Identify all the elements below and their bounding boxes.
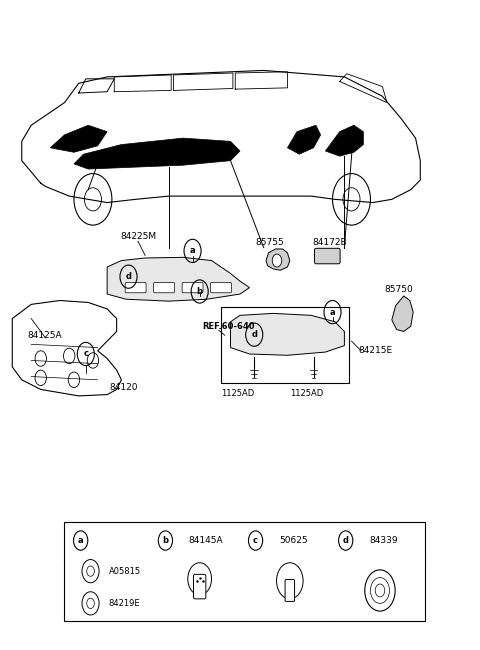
FancyBboxPatch shape [211,283,231,292]
Text: A05815: A05815 [108,567,141,576]
Text: d: d [251,330,257,339]
Text: c: c [84,350,88,359]
Text: 85755: 85755 [255,238,284,247]
Text: b: b [162,536,168,545]
Text: c: c [253,536,258,545]
FancyBboxPatch shape [125,283,146,292]
Polygon shape [266,249,290,270]
Polygon shape [325,125,363,156]
Text: d: d [343,536,348,545]
Text: 1125AD: 1125AD [290,389,323,398]
Text: d: d [125,272,132,281]
FancyBboxPatch shape [193,575,206,599]
Text: 50625: 50625 [279,536,308,545]
Text: 1125AD: 1125AD [221,389,254,398]
Polygon shape [74,138,240,169]
Polygon shape [107,257,250,301]
Text: a: a [190,246,195,255]
Text: 84225M: 84225M [120,231,156,240]
Polygon shape [50,125,107,152]
Text: 84339: 84339 [369,536,398,545]
Text: 84125A: 84125A [27,331,62,340]
Polygon shape [288,125,321,154]
Text: 85750: 85750 [384,285,413,294]
Text: a: a [78,536,84,545]
FancyBboxPatch shape [182,283,203,292]
Text: REF.60-640: REF.60-640 [202,322,254,331]
Text: 84145A: 84145A [189,536,224,545]
Text: a: a [330,307,336,317]
FancyBboxPatch shape [285,580,295,601]
Polygon shape [392,296,413,332]
FancyBboxPatch shape [64,521,425,621]
Text: 84120: 84120 [109,383,138,392]
Text: 84215E: 84215E [359,346,393,356]
FancyBboxPatch shape [154,283,175,292]
Circle shape [272,254,282,267]
Text: 84219E: 84219E [108,599,140,608]
Text: b: b [197,287,203,296]
Polygon shape [230,313,344,356]
FancyBboxPatch shape [314,248,340,264]
Text: 84172B: 84172B [313,238,348,247]
